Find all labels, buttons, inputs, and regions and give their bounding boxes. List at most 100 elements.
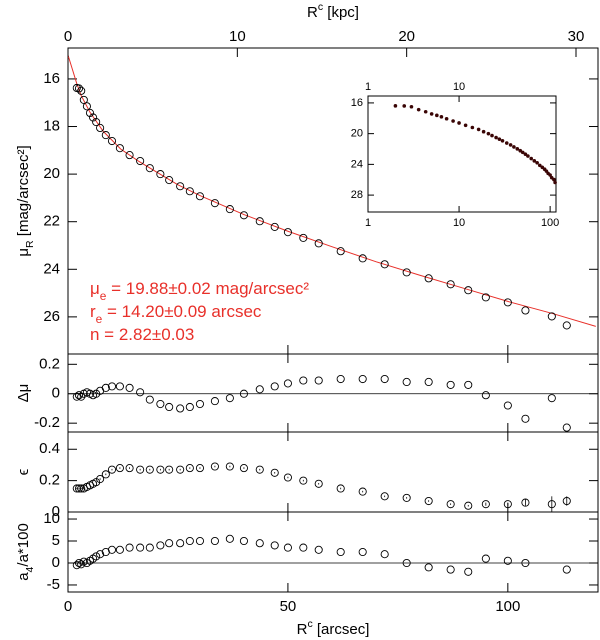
label-part: = 19.88±0.02 mag/arcsec² (106, 279, 309, 298)
data-point (195, 192, 205, 201)
data-point (336, 547, 345, 557)
data-point (176, 404, 185, 413)
inset-point (537, 163, 542, 168)
inset-point (529, 156, 534, 161)
label-part: e (96, 312, 103, 326)
data-point (210, 199, 219, 208)
x2-tick-label: 10 (229, 28, 246, 45)
data-point (239, 464, 248, 473)
panel-frame (67, 511, 599, 593)
label-part: r (90, 302, 96, 321)
data-point (299, 233, 308, 242)
inset-point (535, 160, 539, 165)
data-point (239, 389, 248, 398)
inset-point (429, 112, 434, 116)
data-point (562, 496, 571, 506)
data-point (521, 414, 530, 423)
data-point (185, 402, 194, 412)
data-point (82, 102, 91, 111)
y-tick-label: 0.2 (39, 472, 60, 489)
inset-point (515, 147, 520, 151)
inset-x2-tick-label: 10 (453, 81, 465, 93)
inset-point (500, 138, 505, 143)
data-point (402, 493, 411, 502)
inset-point (409, 104, 414, 109)
data-point (165, 539, 174, 548)
inset-x-tick-label: 1 (365, 217, 371, 229)
label-part: /a*100 (15, 523, 32, 566)
inset-point (476, 127, 481, 132)
data-point (101, 383, 110, 392)
data-point (107, 382, 117, 391)
inset-point (481, 129, 486, 134)
y-tick-label: 0 (52, 503, 60, 520)
y-axis-label: a4/a*100 (15, 523, 36, 581)
label-part: c (307, 618, 312, 630)
data-point (464, 501, 473, 510)
label-part: [arcsec] (313, 621, 370, 638)
inset-point (548, 173, 552, 177)
data-point (77, 86, 86, 95)
data-point (74, 558, 84, 568)
data-point (270, 468, 279, 477)
y-tick-label: 0.2 (39, 355, 60, 372)
x2-axis-label: Rc [kpc] (307, 1, 359, 21)
data-point (92, 552, 101, 561)
inset-y-tick-label: 24 (351, 158, 363, 170)
data-point (176, 539, 185, 548)
y-tick-label: 16 (43, 70, 60, 87)
data-point (402, 558, 411, 568)
data-point (424, 563, 433, 572)
data-point (101, 131, 110, 140)
inset-point (520, 150, 525, 155)
data-point (115, 144, 124, 153)
data-point (239, 536, 248, 546)
label-part: c (318, 1, 323, 13)
data-point (101, 470, 110, 479)
data-point (402, 268, 411, 277)
data-point (270, 382, 279, 391)
data-point (481, 500, 490, 509)
data-point (358, 374, 367, 384)
label-part: Δμ (15, 384, 32, 403)
data-point (336, 374, 345, 384)
data-point (239, 211, 248, 220)
inset-point (451, 119, 455, 123)
data-point (145, 465, 154, 474)
y-tick-label: 10 (43, 510, 60, 527)
data-point (314, 239, 323, 248)
data-point (562, 423, 571, 432)
label-part: R (297, 621, 308, 638)
data-point (481, 293, 490, 302)
label-part: a (15, 572, 32, 581)
data-point (503, 401, 512, 410)
x-tick-label: 50 (280, 598, 297, 615)
inset-point (504, 141, 509, 145)
data-point (145, 543, 154, 552)
data-point (165, 402, 174, 412)
data-point (503, 500, 512, 509)
data-point (299, 543, 308, 552)
label-part: [mag/arcsec²] (15, 145, 32, 240)
data-point (225, 462, 234, 471)
data-point (446, 280, 455, 289)
data-point (464, 380, 473, 389)
data-point (521, 306, 530, 315)
inset-point (439, 115, 444, 119)
label-part: R (307, 4, 318, 21)
inset-point (435, 113, 439, 118)
data-point (336, 484, 345, 493)
data-point (96, 475, 105, 484)
y-axis-label: μR [mag/arcsec²] (15, 145, 36, 256)
data-point (185, 187, 194, 196)
data-point (136, 543, 145, 552)
data-point (115, 464, 124, 473)
data-point (107, 545, 117, 554)
data-point (77, 392, 86, 401)
inset-point (552, 177, 556, 182)
data-point (358, 547, 367, 557)
x2-tick-label: 0 (64, 28, 72, 45)
data-point (255, 539, 264, 548)
label-part: 4 (24, 566, 36, 572)
data-point (380, 374, 389, 384)
